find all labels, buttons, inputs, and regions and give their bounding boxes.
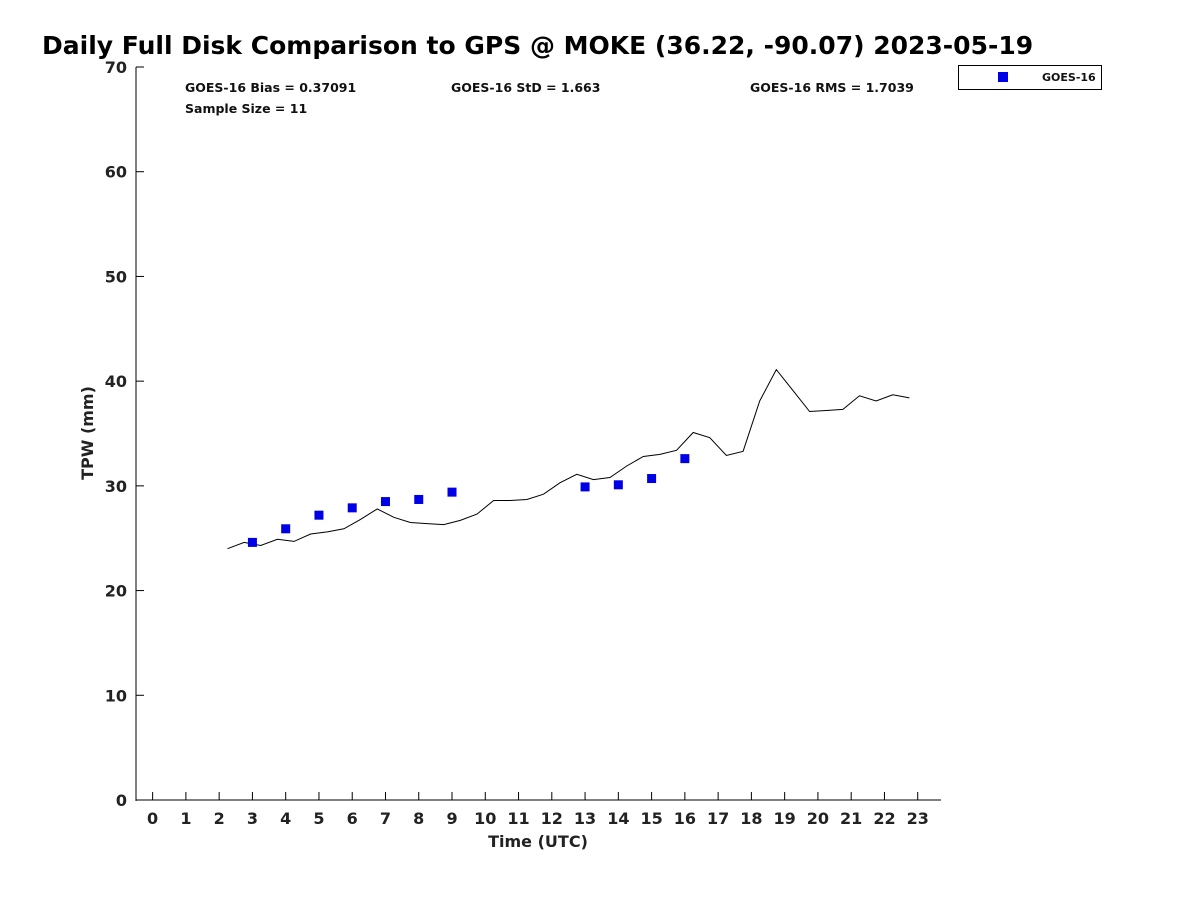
x-tick-label: 0 xyxy=(147,809,158,828)
x-tick-label: 23 xyxy=(907,809,929,828)
goes16-point xyxy=(580,482,590,492)
x-tick-label: 11 xyxy=(507,809,529,828)
x-tick-label: 4 xyxy=(280,809,291,828)
rms-stat: GOES-16 RMS = 1.7039 xyxy=(750,80,914,95)
x-tick-label: 18 xyxy=(740,809,762,828)
legend-label-goes16: GOES-16 xyxy=(1042,71,1096,84)
y-axis-ticks: 0 10 20 30 40 50 60 70 xyxy=(105,58,144,810)
y-tick-label: 40 xyxy=(105,372,127,391)
y-tick-label: 20 xyxy=(105,582,127,601)
y-tick-label: 0 xyxy=(116,791,127,810)
x-axis-ticks: 0 1 2 3 4 5 6 7 8 9 10 11 12 13 14 15 16 17 18 19 20 21 22 23 xyxy=(147,792,929,828)
x-tick-label: 2 xyxy=(214,809,225,828)
x-tick-label: 1 xyxy=(180,809,191,828)
x-tick-label: 3 xyxy=(247,809,258,828)
goes16-point xyxy=(680,454,690,464)
std-stat: GOES-16 StD = 1.663 xyxy=(451,80,600,95)
y-tick-label: 60 xyxy=(105,163,127,182)
plot-area xyxy=(227,368,910,550)
x-tick-label: 14 xyxy=(607,809,629,828)
goes16-point xyxy=(347,503,357,513)
legend-box xyxy=(958,65,1102,90)
y-tick-label: 50 xyxy=(105,267,127,286)
bias-stat: GOES-16 Bias = 0.37091 xyxy=(185,80,356,95)
legend: GOES-16 xyxy=(958,65,1102,90)
x-tick-label: 20 xyxy=(807,809,829,828)
goes16-point xyxy=(447,487,457,497)
x-tick-label: 19 xyxy=(774,809,796,828)
gps-tpw-line xyxy=(227,368,910,550)
goes16-point xyxy=(281,524,291,534)
sample-size-stat: Sample Size = 11 xyxy=(185,101,307,116)
x-tick-label: 22 xyxy=(873,809,895,828)
goes16-point xyxy=(647,474,657,484)
x-tick-label: 12 xyxy=(541,809,563,828)
x-tick-label: 21 xyxy=(840,809,862,828)
goes16-point xyxy=(414,494,424,504)
x-tick-label: 5 xyxy=(313,809,324,828)
x-tick-label: 9 xyxy=(446,809,457,828)
goes16-point xyxy=(380,497,390,507)
y-axis-title: TPW (mm) xyxy=(78,386,97,480)
y-tick-label: 10 xyxy=(105,686,127,705)
x-tick-label: 7 xyxy=(380,809,391,828)
x-tick-label: 6 xyxy=(347,809,358,828)
goes16-point xyxy=(613,480,623,490)
x-tick-label: 8 xyxy=(413,809,424,828)
x-tick-label: 17 xyxy=(707,809,729,828)
legend-marker-goes16 xyxy=(998,72,1008,82)
goes16-point xyxy=(314,510,324,520)
x-tick-label: 15 xyxy=(640,809,662,828)
x-tick-label: 16 xyxy=(674,809,696,828)
x-tick-label: 10 xyxy=(474,809,496,828)
goes16-point xyxy=(247,537,257,547)
y-tick-label: 30 xyxy=(105,477,127,496)
x-axis-title: Time (UTC) xyxy=(488,832,588,851)
y-tick-label: 70 xyxy=(105,58,127,77)
chart-title: Daily Full Disk Comparison to GPS @ MOKE… xyxy=(42,31,1033,60)
x-tick-label: 13 xyxy=(574,809,596,828)
